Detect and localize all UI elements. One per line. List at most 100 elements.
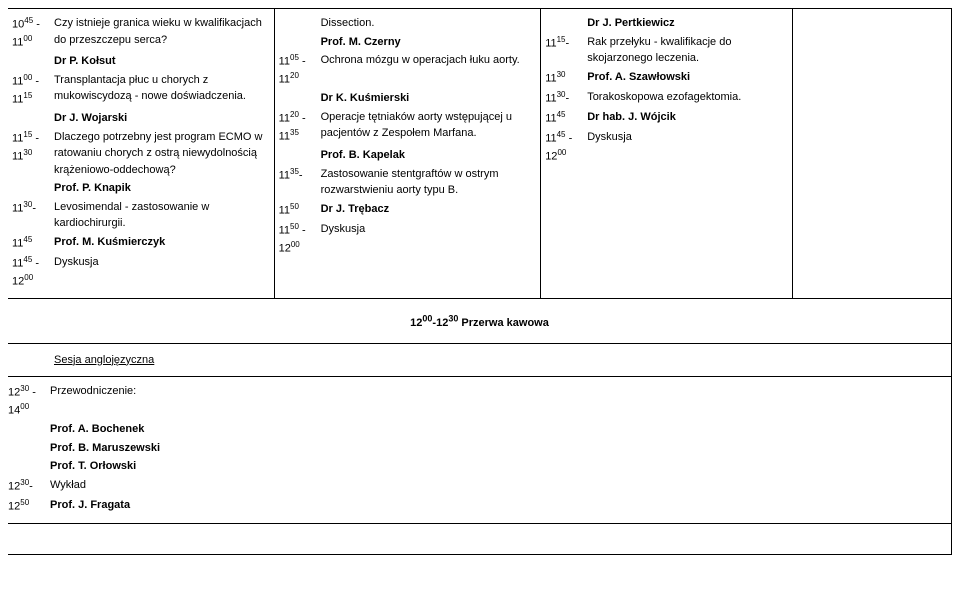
entry-time	[279, 147, 321, 164]
entry-time: 1120 -1135	[279, 109, 321, 145]
schedule-entry: Prof. B. Maruszewski	[8, 440, 951, 457]
schedule-entry: 1105 -1120Ochrona mózgu w operacjach łuk…	[279, 52, 537, 88]
break-text: 1200-1230 Przerwa kawowa	[410, 317, 549, 329]
schedule-entry: 1145 -1200Dyskusja	[12, 254, 270, 290]
schedule-entry: 1100 -1115Transplantacja płuc u chorych …	[12, 72, 270, 108]
schedule-entry: Prof. T. Orłowski	[8, 458, 951, 475]
session-label: Sesja anglojęzyczna	[54, 354, 154, 366]
entry-time: 1150	[279, 201, 321, 219]
entry-text: Ochrona mózgu w operacjach łuku aorty.	[321, 52, 537, 88]
entry-text: Prof. P. Knapik	[54, 180, 270, 197]
schedule-entry: 1120 -1135Operacje tętniaków aorty wstęp…	[279, 109, 537, 145]
entry-text: Dyskusja	[321, 221, 537, 257]
entry-text: Prof. M. Czerny	[321, 34, 537, 51]
break-row: 1200-1230 Przerwa kawowa	[8, 299, 952, 344]
schedule-entry: 1145Prof. M. Kuśmierczyk	[12, 234, 270, 252]
entry-time	[12, 53, 54, 70]
schedule-columns-row: 1045 -1100Czy istnieje granica wieku w k…	[8, 8, 952, 299]
entry-text: Przewodniczenie:	[50, 383, 951, 419]
chair-row: 1230 -1400Przewodniczenie: Prof. A. Boche…	[8, 377, 952, 524]
entry-text: Dr J. Wojarski	[54, 110, 270, 127]
entry-time: 1100 -1115	[12, 72, 54, 108]
schedule-entry: Dr J. Wojarski	[12, 110, 270, 127]
entry-text: Dyskusja	[587, 129, 788, 165]
schedule-entry: 1115 -1130Dlaczego potrzebny jest progra…	[12, 129, 270, 179]
entry-time	[12, 180, 54, 197]
schedule-entry: Dr P. Kołsut	[12, 53, 270, 70]
entry-time	[279, 15, 321, 32]
empty-row	[8, 524, 952, 555]
entry-time: 1145	[545, 109, 587, 127]
schedule-entry: Prof. M. Czerny	[279, 34, 537, 51]
entry-text: Dyskusja	[54, 254, 270, 290]
session-row: Sesja anglojęzyczna	[8, 344, 952, 377]
entry-time: 1130-	[12, 199, 54, 232]
entry-text: Dr K. Kuśmierski	[321, 90, 537, 107]
schedule-entry: 1145Dr hab. J. Wójcik	[545, 109, 788, 127]
schedule-entry: Prof. A. Bochenek	[8, 421, 951, 438]
entry-time	[8, 458, 50, 475]
entry-time: 1115-	[545, 34, 587, 67]
column-2: Dissection. Prof. M. Czerny1105 -1120Ochr…	[275, 9, 542, 298]
schedule-entry: Prof. B. Kapelak	[279, 147, 537, 164]
schedule-entry: 1130-Torakoskopowa ezofagektomia.	[545, 89, 788, 107]
entry-text: Dissection.	[321, 15, 537, 32]
entry-text: Wykład	[50, 477, 951, 495]
entry-text: Rak przełyku - kwalifikacje do skojarzon…	[587, 34, 788, 67]
entry-time: 1145 -1200	[12, 254, 54, 290]
entry-text: Prof. B. Kapelak	[321, 147, 537, 164]
entry-text: Levosimendal - zastosowanie w kardiochir…	[54, 199, 270, 232]
entry-text: Dr hab. J. Wójcik	[587, 109, 788, 127]
column-4-empty	[793, 9, 951, 298]
entry-time	[279, 34, 321, 51]
entry-time	[8, 421, 50, 438]
entry-time	[12, 110, 54, 127]
entry-time: 1145	[12, 234, 54, 252]
entry-time	[8, 440, 50, 457]
schedule-entry: 1250Prof. J. Fragata	[8, 497, 951, 515]
schedule-entry: 1150 -1200Dyskusja	[279, 221, 537, 257]
entry-text: Torakoskopowa ezofagektomia.	[587, 89, 788, 107]
entry-time: 1230-	[8, 477, 50, 495]
entry-text: Dr J. Pertkiewicz	[587, 15, 788, 32]
column-3: Dr J. Pertkiewicz1115-Rak przełyku - kwa…	[541, 9, 793, 298]
entry-text: Prof. J. Fragata	[50, 497, 951, 515]
schedule-entry: 1150Dr J. Trębacz	[279, 201, 537, 219]
entry-time: 1145 -1200	[545, 129, 587, 165]
entry-time	[279, 90, 321, 107]
entry-time: 1130	[545, 69, 587, 87]
schedule-entry: 1145 -1200Dyskusja	[545, 129, 788, 165]
column-1: 1045 -1100Czy istnieje granica wieku w k…	[8, 9, 275, 298]
entry-time: 1150 -1200	[279, 221, 321, 257]
schedule-entry: 1115-Rak przełyku - kwalifikacje do skoj…	[545, 34, 788, 67]
entry-text: Czy istnieje granica wieku w kwalifikacj…	[54, 15, 270, 51]
entry-time: 1250	[8, 497, 50, 515]
schedule-entry: 1130Prof. A. Szawłowski	[545, 69, 788, 87]
entry-text: Prof. M. Kuśmierczyk	[54, 234, 270, 252]
entry-text: Zastosowanie stentgraftów w ostrym rozwa…	[321, 166, 537, 199]
schedule-entry: 1230-Wykład	[8, 477, 951, 495]
schedule-entry: 1230 -1400Przewodniczenie:	[8, 383, 951, 419]
entry-time: 1045 -1100	[12, 15, 54, 51]
entry-time: 1135-	[279, 166, 321, 199]
entry-time: 1230 -1400	[8, 383, 50, 419]
schedule-entry: 1130-Levosimendal - zastosowanie w kardi…	[12, 199, 270, 232]
entry-time: 1115 -1130	[12, 129, 54, 179]
schedule-entry: Dr K. Kuśmierski	[279, 90, 537, 107]
schedule-entry: Dissection.	[279, 15, 537, 32]
entry-text: Operacje tętniaków aorty wstępującej u p…	[321, 109, 537, 145]
entry-time	[545, 15, 587, 32]
entry-text: Dr J. Trębacz	[321, 201, 537, 219]
entry-text: Dr P. Kołsut	[54, 53, 270, 70]
entry-time: 1130-	[545, 89, 587, 107]
schedule-entry: 1135-Zastosowanie stentgraftów w ostrym …	[279, 166, 537, 199]
schedule-entry: 1045 -1100Czy istnieje granica wieku w k…	[12, 15, 270, 51]
schedule-entry: Prof. P. Knapik	[12, 180, 270, 197]
entry-text: Prof. T. Orłowski	[50, 458, 951, 475]
schedule-entry: Dr J. Pertkiewicz	[545, 15, 788, 32]
entry-text: Dlaczego potrzebny jest program ECMO w r…	[54, 129, 270, 179]
entry-time: 1105 -1120	[279, 52, 321, 88]
entry-text: Prof. A. Bochenek	[50, 421, 951, 438]
entry-text: Transplantacja płuc u chorych z mukowisc…	[54, 72, 270, 108]
entry-text: Prof. A. Szawłowski	[587, 69, 788, 87]
